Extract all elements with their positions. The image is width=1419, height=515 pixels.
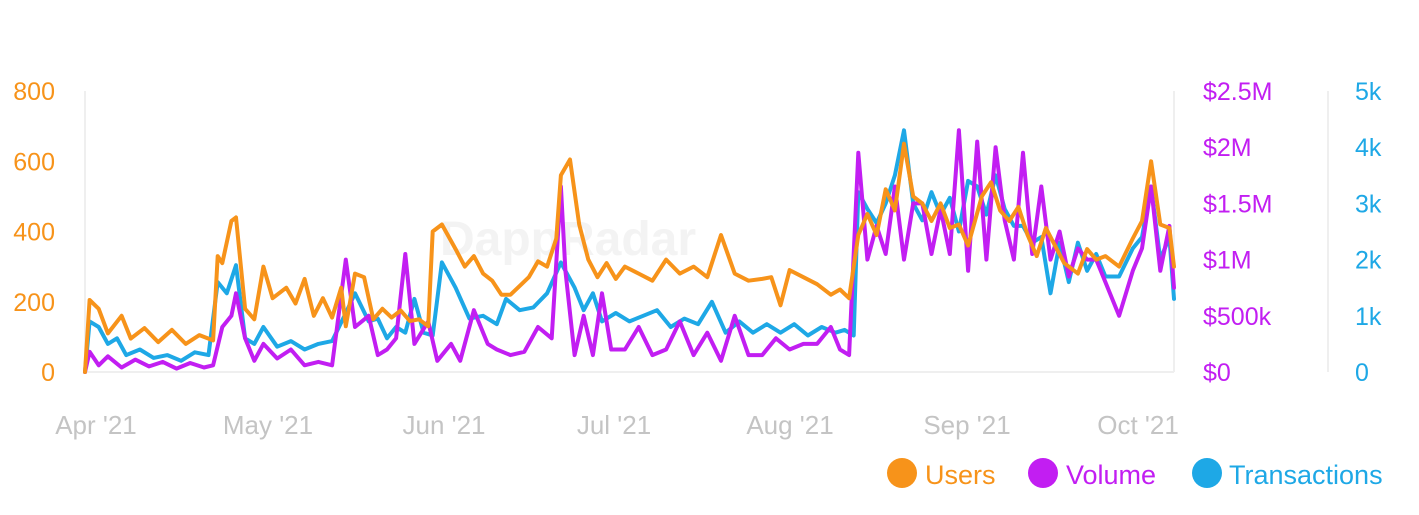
- transactions-axis-tick-label: 4k: [1355, 134, 1382, 162]
- transactions-axis-tick-label: 5k: [1355, 78, 1382, 106]
- users-axis-tick-label: 200: [13, 289, 55, 317]
- legend-item-users[interactable]: Users: [887, 458, 996, 490]
- users-series-line: [83, 141, 1176, 374]
- volume-axis-tick-label: $1.5M: [1203, 190, 1272, 218]
- x-tick-label: Aug '21: [746, 410, 833, 440]
- users-axis-tick-label: 0: [41, 359, 55, 387]
- axis-lines: [84, 91, 1329, 373]
- volume-axis-tick-label: $2.5M: [1203, 78, 1272, 106]
- transactions-axis-tick-label: 1k: [1355, 303, 1382, 331]
- legend-item-volume[interactable]: Volume: [1028, 458, 1156, 490]
- x-axis: Apr '21 May '21 Jun '21 Jul '21 Aug '21 Sep '…: [55, 410, 1179, 440]
- volume-axis-tick-label: $500k: [1203, 303, 1272, 331]
- legend: Users Volume Transactions: [887, 458, 1383, 490]
- x-tick-label: Oct '21: [1097, 410, 1179, 440]
- transactions-axis-tick-label: 2k: [1355, 247, 1382, 275]
- x-tick-label: Jun '21: [402, 410, 485, 440]
- transactions-axis-tick-label: 0: [1355, 359, 1369, 387]
- users-axis-tick-label: 400: [13, 219, 55, 247]
- users-axis-tick-label: 800: [13, 78, 55, 106]
- legend-label: Users: [925, 460, 996, 490]
- legend-label: Volume: [1066, 460, 1156, 490]
- volume-axis-tick-label: $0: [1203, 359, 1231, 387]
- legend-marker: [887, 458, 917, 488]
- transactions-axis-tick-label: 3k: [1355, 190, 1382, 218]
- legend-item-transactions[interactable]: Transactions: [1192, 458, 1383, 490]
- volume-axis-tick-label: $1M: [1203, 247, 1252, 275]
- volume-axis: $0 $500k $1M $1.5M $2M $2.5M: [1203, 78, 1272, 387]
- x-tick-label: Apr '21: [55, 410, 137, 440]
- x-tick-label: Sep '21: [923, 410, 1010, 440]
- legend-marker: [1028, 458, 1058, 488]
- users-axis-tick-label: 600: [13, 148, 55, 176]
- legend-label: Transactions: [1229, 460, 1383, 490]
- x-tick-label: May '21: [223, 410, 313, 440]
- transactions-axis: 0 1k 2k 3k 4k 5k: [1355, 78, 1382, 387]
- series-lines: [83, 128, 1176, 374]
- volume-series-line: [83, 128, 1176, 374]
- x-tick-label: Jul '21: [577, 410, 651, 440]
- users-axis: 0 200 400 600 800: [13, 78, 55, 387]
- legend-marker: [1192, 458, 1222, 488]
- watermark-text: DappRadar: [440, 213, 696, 266]
- volume-axis-tick-label: $2M: [1203, 134, 1252, 162]
